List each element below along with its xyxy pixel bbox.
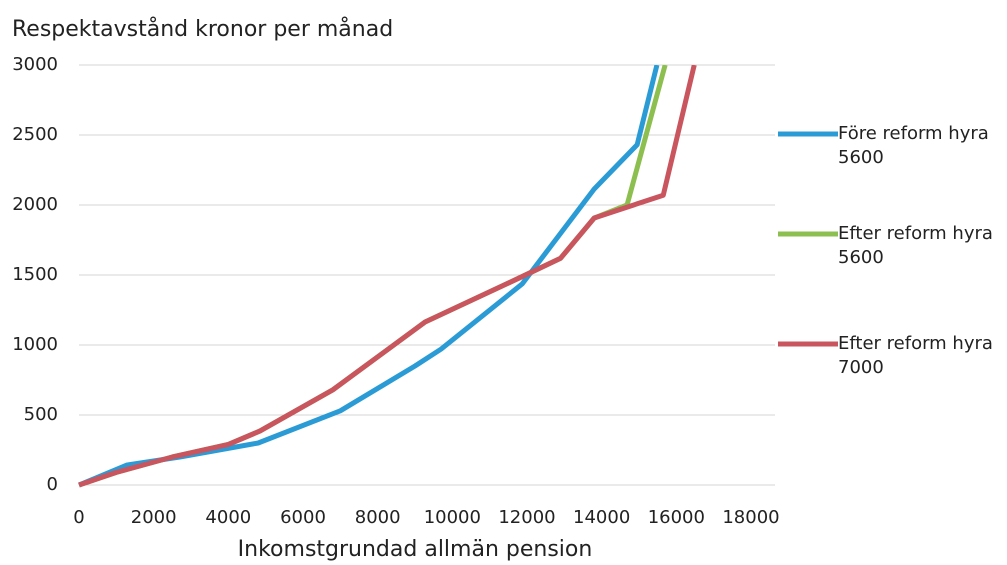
x-tick-label: 16000 <box>648 507 705 528</box>
legend-label: Före reform hyra 5600 <box>838 123 989 168</box>
x-axis-label: Inkomstgrundad allmän pension <box>238 537 593 562</box>
x-tick-label: 18000 <box>722 507 779 528</box>
x-tick-label: 0 <box>73 507 84 528</box>
y-tick-label: 1500 <box>12 264 58 285</box>
y-tick-label: 500 <box>24 404 58 425</box>
y-tick-label: 1000 <box>12 334 58 355</box>
series-line <box>78 65 697 488</box>
x-tick-label: 10000 <box>424 507 481 528</box>
y-tick-label: 2000 <box>12 194 58 215</box>
x-tick-label: 12000 <box>498 507 555 528</box>
y-tick-label: 2500 <box>12 124 58 145</box>
chart-title: Respektavstånd kronor per månad <box>12 16 393 42</box>
legend-label: Efter reform hyra 5600 <box>838 223 993 268</box>
y-tick-label: 3000 <box>12 54 58 75</box>
x-tick-label: 2000 <box>131 507 177 528</box>
y-tick-label: 0 <box>47 474 58 495</box>
x-tick-label: 14000 <box>573 507 630 528</box>
x-tick-label: 6000 <box>280 507 326 528</box>
legend-label: Efter reform hyra 7000 <box>838 333 993 378</box>
x-tick-label: 8000 <box>355 507 401 528</box>
x-tick-label: 4000 <box>205 507 251 528</box>
